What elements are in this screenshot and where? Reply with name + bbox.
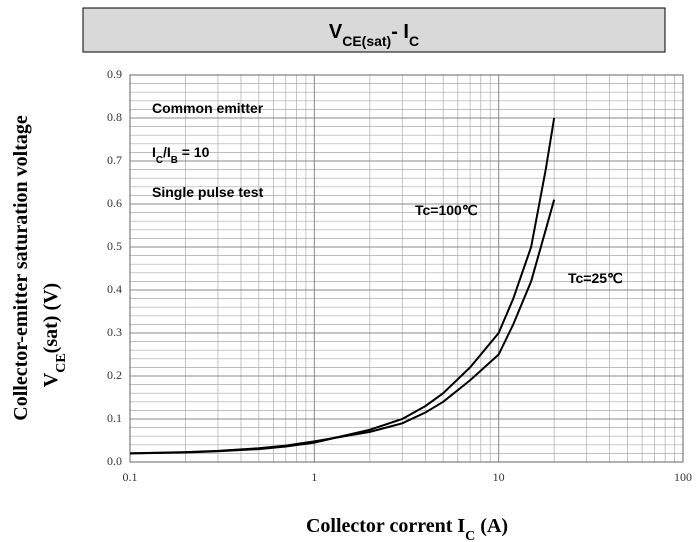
x-axis-label-part: Collector corrent I <box>306 515 465 537</box>
x-tick-label: 1 <box>311 470 317 484</box>
y-axis-label-part: V <box>40 372 62 387</box>
y-tick-label: 0.9 <box>107 67 122 81</box>
y-axis-label: VCE(sat) (V) <box>40 283 69 387</box>
chart-title-part: V <box>329 21 343 43</box>
y-axis-label: Collector-emitter saturation voltage <box>10 115 32 421</box>
y-axis-label-part: (sat) (V) <box>40 283 62 354</box>
y-axis-label-part: CE <box>54 353 69 372</box>
annotation-part: = 10 <box>178 144 210 160</box>
chart-title-part: - I <box>391 21 409 43</box>
annotation-part: Single pulse test <box>152 184 264 200</box>
annotation-part: C <box>156 155 163 166</box>
annotation-part: /I <box>163 144 171 160</box>
y-tick-label: 0.5 <box>107 239 122 253</box>
annotation-part: I <box>152 144 156 160</box>
annotation: Common emitter <box>152 100 264 116</box>
annotation: Tc=100℃ <box>415 202 478 218</box>
chart-title-part: CE(sat) <box>342 33 391 49</box>
x-axis-label-part: (A) <box>475 515 508 537</box>
x-tick-label: 10 <box>493 470 505 484</box>
annotation-part: Common emitter <box>152 100 264 116</box>
y-tick-label: 0.6 <box>107 196 122 210</box>
y-tick-label: 0.4 <box>107 282 122 296</box>
y-tick-label: 0.1 <box>107 411 122 425</box>
y-tick-label: 0.0 <box>107 454 122 468</box>
annotation: Single pulse test <box>152 184 264 200</box>
y-tick-label: 0.2 <box>107 368 122 382</box>
y-tick-label: 0.8 <box>107 110 122 124</box>
plot-frame <box>129 74 684 463</box>
annotation-part: Tc=25℃ <box>568 270 623 286</box>
x-axis-label: Collector corrent IC (A) <box>306 515 508 542</box>
title-box <box>82 7 666 53</box>
x-tick-label: 100 <box>674 470 692 484</box>
series-line <box>129 199 556 455</box>
chart-title: VCE(sat)- IC <box>329 21 419 49</box>
y-tick-label: 0.7 <box>107 153 122 167</box>
y-axis-label-part: Collector-emitter saturation voltage <box>10 115 32 421</box>
annotation: IC/IB = 10 <box>152 144 210 166</box>
x-axis-label-part: C <box>465 529 475 542</box>
chart-title-part: C <box>409 33 419 49</box>
annotation-part: Tc=100℃ <box>415 202 478 218</box>
annotation: Tc=25℃ <box>568 270 623 286</box>
y-tick-label: 0.3 <box>107 325 122 339</box>
annotation-part: B <box>171 155 178 166</box>
x-tick-label: 0.1 <box>123 470 138 484</box>
